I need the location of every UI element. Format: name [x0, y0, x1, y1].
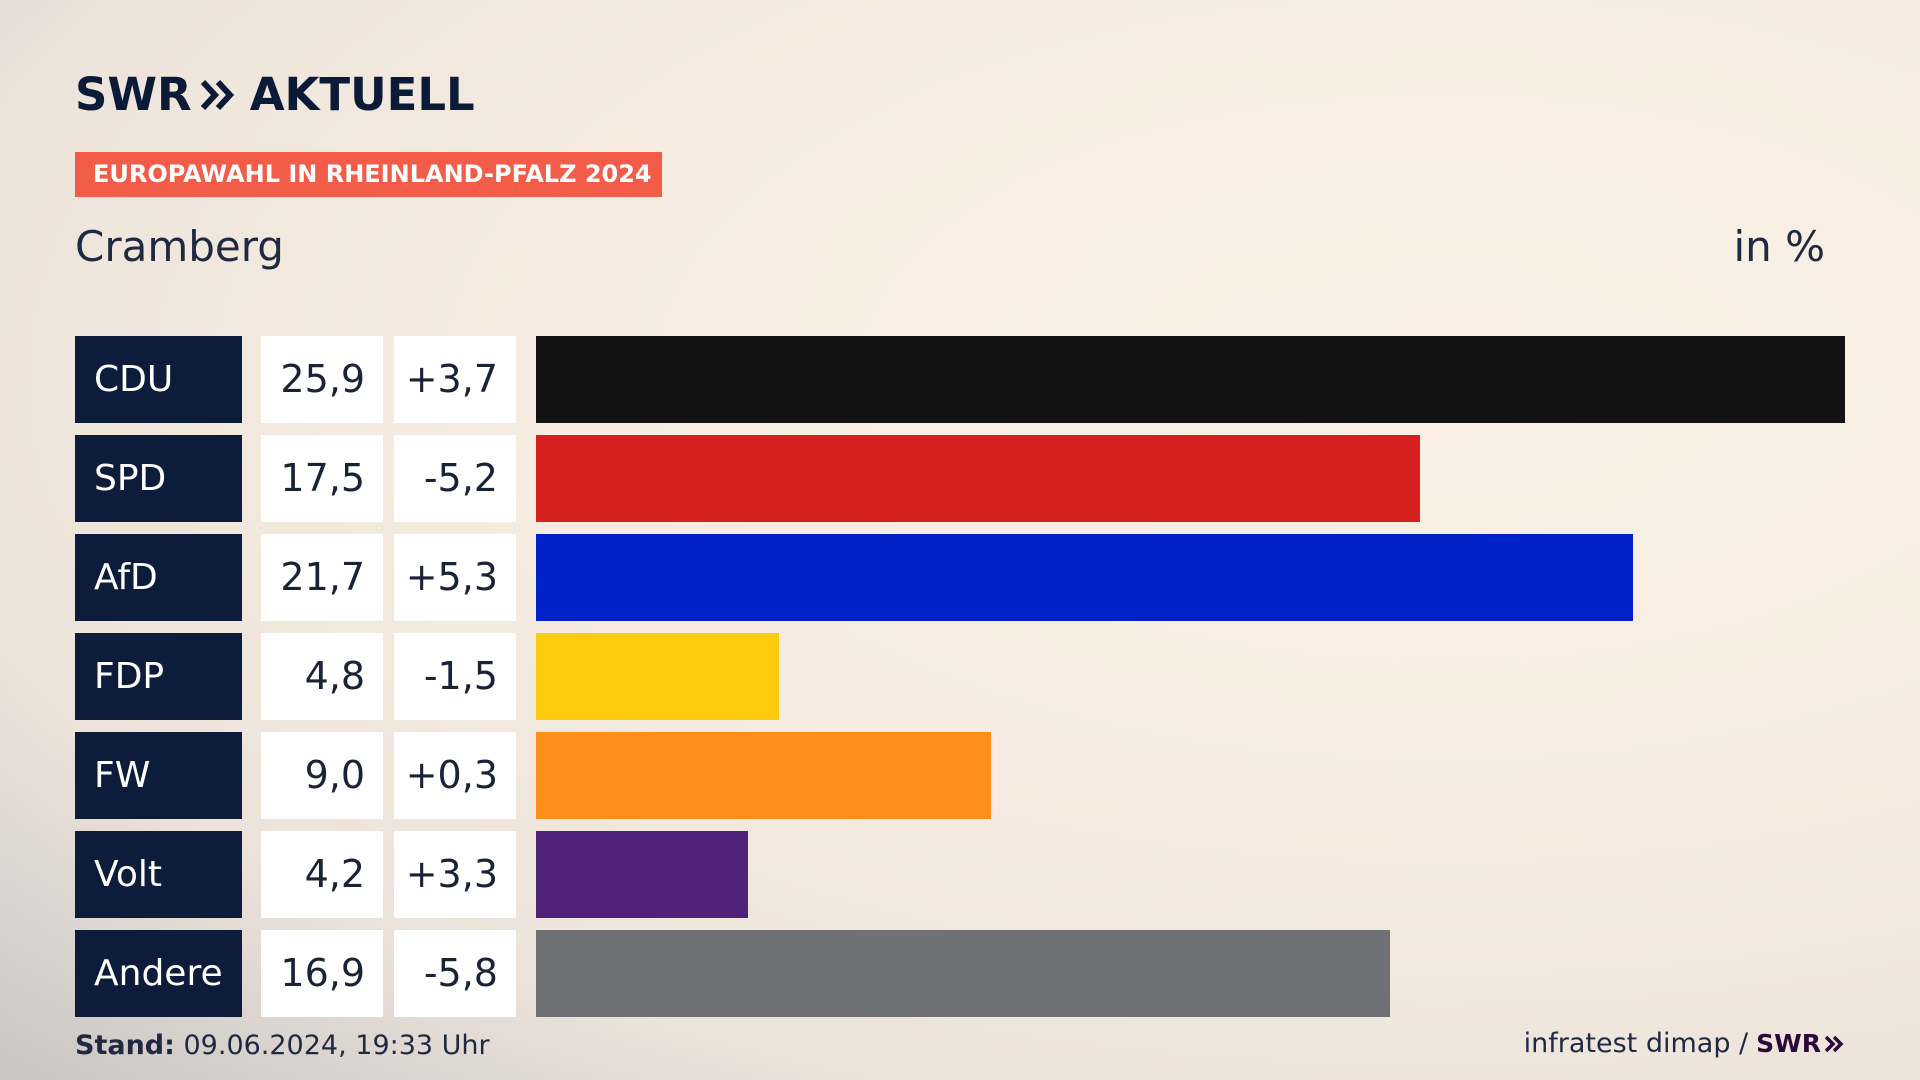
result-bar-spd [536, 435, 1420, 522]
vote-change-value: +0,3 [394, 732, 516, 819]
vote-change-value: -5,2 [394, 435, 516, 522]
small-chevron-icon [1824, 1035, 1844, 1052]
timestamp: Stand: 09.06.2024, 19:33 Uhr [75, 1030, 490, 1061]
vote-change-value: +3,3 [394, 831, 516, 918]
vote-change-value: -5,8 [394, 930, 516, 1017]
double-chevron-icon [200, 77, 236, 113]
party-label: Andere [75, 930, 242, 1017]
party-label: CDU [75, 336, 242, 423]
source-text: infratest dimap / [1523, 1028, 1749, 1059]
logo-swr-text: SWR [75, 68, 192, 121]
vote-share-value: 25,9 [261, 336, 383, 423]
vote-share-value: 21,7 [261, 534, 383, 621]
result-bar-andere [536, 930, 1390, 1017]
party-label: FDP [75, 633, 242, 720]
election-tag: EUROPAWAHL IN RHEINLAND-PFALZ 2024 [75, 152, 662, 197]
swr-aktuell-logo: SWR AKTUELL [75, 68, 475, 121]
vote-change-value: +5,3 [394, 534, 516, 621]
party-label: SPD [75, 435, 242, 522]
source-credit: infratest dimap / SWR [1524, 1028, 1844, 1059]
result-bar-volt [536, 831, 748, 918]
logo-aktuell-text: AKTUELL [249, 68, 475, 121]
vote-share-value: 9,0 [261, 732, 383, 819]
vote-change-value: +3,7 [394, 336, 516, 423]
result-bar-fw [536, 732, 991, 819]
swr-small-logo: SWR [1756, 1029, 1844, 1058]
region-title: Cramberg [75, 222, 284, 271]
vote-share-value: 4,2 [261, 831, 383, 918]
result-bar-afd [536, 534, 1633, 621]
unit-label: in % [1733, 222, 1825, 271]
vote-share-value: 4,8 [261, 633, 383, 720]
stand-label: Stand: [75, 1030, 175, 1061]
result-bar-cdu [536, 336, 1845, 423]
vote-share-value: 16,9 [261, 930, 383, 1017]
stand-value: 09.06.2024, 19:33 Uhr [174, 1030, 490, 1061]
vote-change-value: -1,5 [394, 633, 516, 720]
result-bar-fdp [536, 633, 779, 720]
vote-share-value: 17,5 [261, 435, 383, 522]
party-label: AfD [75, 534, 242, 621]
swr-small-text: SWR [1756, 1029, 1821, 1058]
party-label: Volt [75, 831, 242, 918]
party-label: FW [75, 732, 242, 819]
